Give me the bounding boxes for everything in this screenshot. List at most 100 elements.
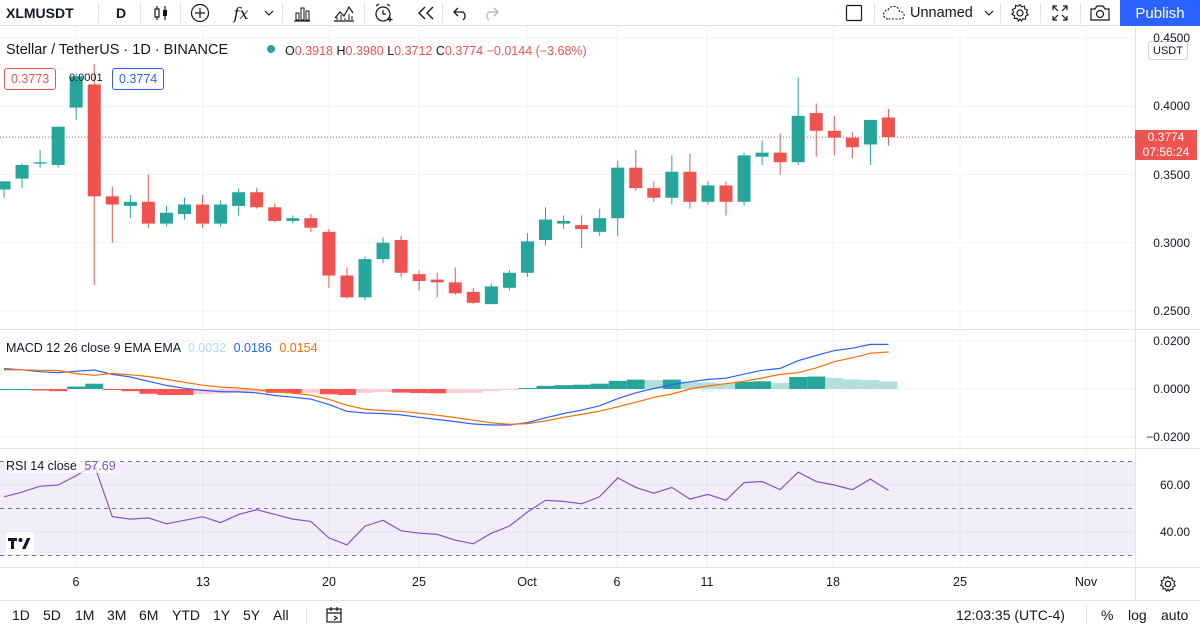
goto-date-icon[interactable] [325, 606, 343, 627]
macd-histogram-bar [572, 384, 591, 389]
publish-button[interactable]: Publish [1120, 0, 1200, 26]
candle-up [737, 155, 751, 202]
market-status-dot [266, 43, 276, 57]
undo-icon[interactable] [450, 0, 472, 26]
macd-histogram-bar [0, 389, 13, 390]
macd-histogram-bar [229, 389, 248, 393]
candle-up [159, 212, 173, 224]
macd-histogram-bar [735, 381, 754, 389]
camera-icon[interactable] [1088, 0, 1112, 26]
toolbar-divider [874, 3, 875, 23]
top-toolbar: XLMUSDT D 𝑓x Unnamed [0, 0, 1200, 26]
replay-icon[interactable] [414, 0, 438, 26]
redo-icon[interactable] [480, 0, 502, 26]
fx-indicators-icon[interactable]: 𝑓x [233, 3, 249, 23]
macd-line-value: 0.0186 [233, 341, 272, 355]
time-axis-label: 20 [322, 575, 336, 589]
toolbar-divider [1086, 606, 1087, 624]
candle-down [827, 130, 841, 138]
add-indicator-icon[interactable] [188, 0, 212, 26]
range-all-button[interactable]: All [273, 607, 289, 623]
macd-histogram-bar [265, 389, 284, 393]
macd-hist-value: 0.0032 [187, 341, 227, 355]
percent-scale-toggle[interactable]: % [1101, 607, 1114, 623]
buy-price-button[interactable]: 0.3774 [112, 68, 165, 90]
fullscreen-icon[interactable] [1048, 0, 1072, 26]
macd-histogram-bar [807, 376, 826, 389]
alert-icon[interactable] [372, 0, 396, 26]
auto-scale-toggle[interactable]: auto [1161, 607, 1189, 623]
log-scale-toggle[interactable]: log [1128, 607, 1147, 623]
candle-up [520, 241, 534, 273]
range-5y-button[interactable]: 5Y [243, 607, 261, 623]
macd-histogram-bar [843, 379, 862, 389]
range-3m-button[interactable]: 3M [107, 607, 127, 623]
range-1m-button[interactable]: 1M [75, 607, 95, 623]
candle-up [69, 76, 83, 108]
time-axis[interactable]: 6 13 20 25 Oct 6 11 18 25 Nov [0, 567, 1135, 595]
range-5d-button[interactable]: 5D [43, 607, 61, 623]
candle-down [268, 207, 282, 221]
rsi-value: 57.69 [84, 459, 116, 473]
toolbar-divider [442, 3, 443, 23]
candle-down [340, 275, 354, 298]
macd-histogram-bar [482, 389, 501, 392]
macd-histogram-bar [518, 388, 537, 390]
macd-histogram-bar [193, 389, 212, 395]
candle-down [575, 225, 589, 230]
macd-histogram-bar [392, 389, 411, 393]
price-axis-label: 0.4500 [1153, 31, 1190, 45]
layout-square-icon[interactable] [843, 0, 865, 26]
macd-histogram-bar [500, 389, 519, 390]
candles-icon[interactable] [150, 0, 172, 26]
candle-down [430, 279, 444, 283]
layout-name[interactable]: Unnamed [910, 5, 973, 21]
clock-timezone[interactable]: 12:03:35 (UTC-4) [956, 607, 1065, 623]
candle-down [466, 291, 480, 303]
rsi-legend[interactable]: RSI 14 close 57.69 [6, 459, 116, 473]
candle-down [647, 188, 661, 198]
toolbar-divider [1040, 3, 1041, 23]
candle-down [322, 231, 336, 276]
range-1d-button[interactable]: 1D [12, 607, 30, 623]
candle-up [51, 126, 65, 165]
currency-unit-badge[interactable]: USDT [1148, 41, 1188, 60]
range-1y-button[interactable]: 1Y [213, 607, 231, 623]
price-axis[interactable] [1135, 27, 1200, 567]
candle-up [376, 242, 390, 260]
candle-up [232, 192, 246, 206]
bar-countdown: 07:56:24 [1142, 145, 1190, 159]
range-ytd-button[interactable]: YTD [172, 607, 200, 623]
bottom-toolbar: 1D 5D 1M 3M 6M YTD 1Y 5Y All 12:03:35 (U… [0, 600, 1200, 628]
interval-button[interactable]: D [115, 5, 127, 21]
tradingview-logo[interactable] [6, 532, 34, 554]
pane-divider[interactable] [0, 329, 1200, 330]
macd-legend[interactable]: MACD 12 26 close 9 EMA EMA 0.0032 0.0186… [6, 341, 318, 355]
macd-histogram-bar [410, 389, 429, 394]
range-6m-button[interactable]: 6M [139, 607, 159, 623]
macd-signal-line [4, 351, 889, 425]
candle-down [87, 84, 101, 197]
chart-settings-gear-icon[interactable] [1135, 567, 1200, 600]
cloud-icon[interactable] [882, 0, 908, 26]
macd-histogram-bar [103, 389, 122, 390]
sell-price-button[interactable]: 0.3773 [4, 68, 57, 90]
rsi-title: RSI 14 close [6, 459, 77, 473]
bar-chart-icon[interactable] [290, 0, 314, 26]
candle-up [701, 185, 715, 202]
time-axis-label: Nov [1074, 575, 1098, 589]
candle-up [557, 220, 571, 224]
symbol-title[interactable]: Stellar / TetherUS · 1D · BINANCE [6, 42, 229, 58]
candle-up [539, 219, 552, 241]
toolbar-divider [282, 3, 283, 23]
chart-canvas[interactable] [0, 27, 1135, 567]
chevron-down-icon[interactable] [982, 0, 996, 26]
chevron-down-icon[interactable] [262, 0, 276, 26]
templates-icon[interactable] [332, 0, 356, 26]
macd-histogram-bar [644, 380, 663, 389]
macd-histogram-bar [31, 389, 50, 391]
time-axis-label: 25 [953, 575, 967, 589]
settings-gear-icon[interactable] [1008, 0, 1032, 26]
symbol-search[interactable]: XLMUSDT [6, 5, 74, 21]
pane-divider[interactable] [0, 448, 1200, 449]
